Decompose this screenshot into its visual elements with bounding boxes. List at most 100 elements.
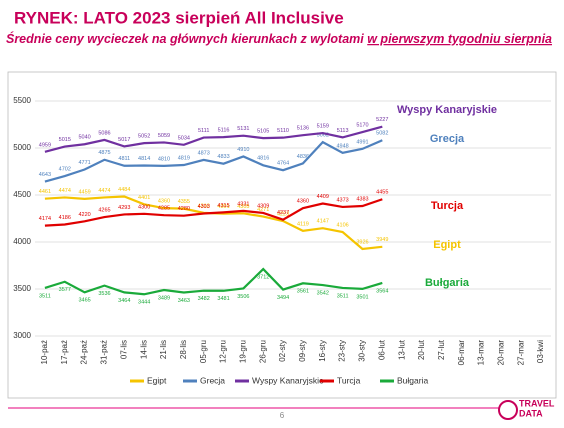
data-label: 4280 [178,206,190,212]
data-label: 4237 [277,210,289,216]
x-tick-label: 20-mar [496,340,505,366]
data-label: 4310 [198,203,210,209]
data-label: 5113 [337,128,349,134]
data-label: 3536 [98,291,110,297]
series-annotation: Turcja [431,200,464,212]
x-tick-label: 17-paź [60,340,69,364]
data-label: 4265 [98,208,110,214]
data-label: 4186 [59,215,71,221]
data-label: 3561 [297,289,309,295]
legend-label: Bułgaria [397,375,428,385]
data-label: 4315 [217,203,229,209]
legend-label: Wyspy Kanaryjskie [252,375,324,385]
chart-frame [7,71,557,399]
data-label: 5131 [237,126,249,132]
data-label: 4764 [277,161,289,167]
data-label: 4360 [297,199,309,205]
data-label: 4355 [178,199,190,205]
y-tick-label: 3500 [13,284,31,293]
data-label: 4383 [356,196,368,202]
data-label: 3489 [158,295,170,301]
data-label: 5059 [158,133,170,139]
data-label: 4459 [78,189,90,195]
series-line [44,125,383,153]
x-tick-label: 12-gru [219,340,228,363]
x-tick-label: 24-paź [80,340,89,364]
data-label: 4910 [237,147,249,153]
series-annotation: Bułgaria [425,277,470,289]
data-label: 4455 [376,190,388,196]
data-label: 5086 [98,130,110,136]
data-label: 3511 [39,293,51,299]
series-annotation: Egipt [433,239,461,251]
data-label: 5052 [138,134,150,140]
data-label: 5136 [297,126,309,132]
data-label: 4293 [118,205,130,211]
data-label: 3464 [118,298,130,304]
data-label: 4119 [297,221,309,227]
data-label: 4271 [257,207,269,213]
x-tick-label: 19-gru [238,340,247,363]
data-label: 4991 [356,139,368,145]
logo-icon [498,400,518,420]
data-label: 4373 [336,197,348,203]
series-line [44,198,383,227]
data-label: 4223 [277,211,289,217]
data-label: 4285 [158,206,170,212]
y-tick-label: 3000 [13,331,31,340]
data-label: 4474 [98,188,110,194]
data-label: 3564 [376,288,388,294]
x-tick-label: 26-gru [258,340,267,363]
data-label: 5105 [257,129,269,135]
data-label: 4948 [336,143,348,149]
data-label: 4220 [78,212,90,218]
data-label: 4360 [158,199,170,205]
data-label: 4959 [39,142,51,148]
data-label: 3577 [59,287,71,293]
x-tick-label: 21-lis [159,340,168,359]
y-tick-label: 4000 [13,237,31,246]
data-label: 3511 [337,293,349,299]
data-label: 3542 [317,291,329,297]
x-tick-label: 06-mar [457,340,466,366]
data-label: 5111 [198,128,209,134]
x-tick-label: 14-lis [139,340,148,359]
data-label: 3494 [277,295,289,301]
data-label: 4147 [317,219,329,225]
x-tick-label: 13-lut [397,339,406,360]
y-tick-label: 5000 [13,143,31,152]
data-label: 3501 [356,294,368,300]
y-tick-label: 4500 [13,190,31,199]
data-label: 3506 [237,294,249,300]
x-tick-label: 03-kwi [536,340,545,363]
subtitle-part: Średnie ceny wycieczek na głównych kieru… [6,31,367,46]
data-label: 4814 [138,156,150,162]
data-label: 4811 [118,156,130,162]
x-tick-label: 23-sty [338,340,347,362]
data-label: 4875 [98,150,110,156]
data-label: 4873 [198,150,210,156]
data-label: 3444 [138,300,150,306]
legend-label: Grecja [200,375,225,385]
data-label: 4810 [158,156,170,162]
data-label: 5116 [218,128,230,134]
data-label: 3926 [356,239,368,245]
data-label: 3481 [217,296,229,302]
data-label: 4303 [198,204,210,210]
series-annotation: Wyspy Kanaryjskie [397,104,497,116]
data-label: 5170 [356,122,368,128]
data-label: 4309 [257,203,269,209]
data-label: 3482 [198,296,210,302]
series-line [44,139,383,183]
data-label: 4300 [138,204,150,210]
legend-label: Turcja [337,375,361,385]
data-label: 5062 [317,133,329,139]
data-label: 5227 [376,117,388,123]
chart-title: RYNEK: LATO 2023 sierpień All Inclusive [14,8,344,27]
x-tick-label: 07-lis [119,340,128,359]
data-label: 4484 [118,187,130,193]
data-label: 4643 [39,172,51,178]
x-tick-label: 13-mar [477,340,486,366]
legend-label: Egipt [147,375,167,385]
